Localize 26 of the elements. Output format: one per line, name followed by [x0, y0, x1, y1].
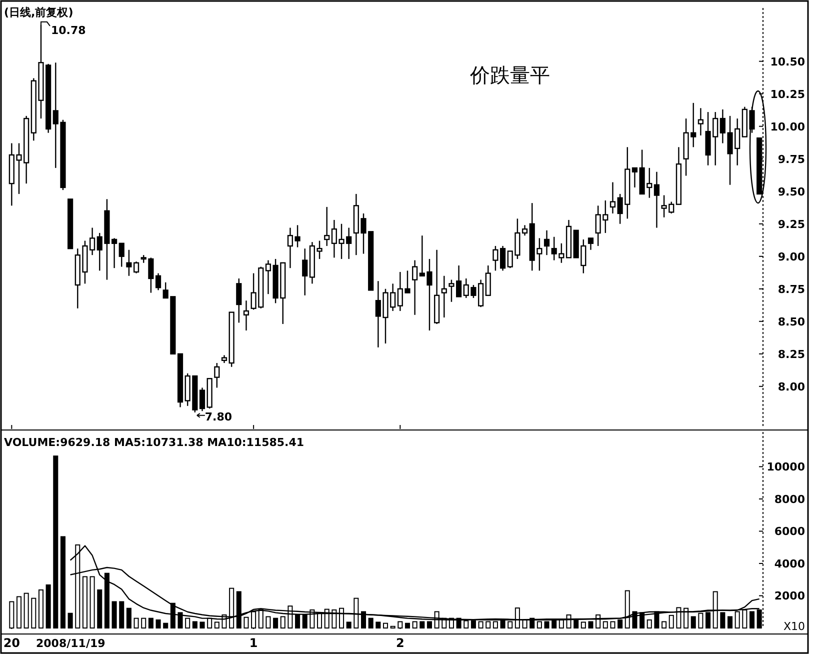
annotation: 7.80 [204, 410, 232, 424]
y-tick-label: 10.50 [770, 55, 806, 68]
text: 2008/11/19 [36, 637, 106, 650]
x-tick-label: 20 [3, 636, 20, 650]
y-tick-label: 8.50 [778, 315, 806, 328]
y-tick-label: 9.25 [778, 218, 805, 231]
chart-title: (日线,前复权) [4, 6, 74, 19]
x-tick-label: 1 [249, 636, 258, 650]
y-tick-label: 2000 [774, 590, 806, 603]
y-tick-label: 9.00 [778, 250, 806, 264]
y-tick-label: 6000 [774, 525, 806, 538]
y-tick-label: 9.50 [778, 185, 806, 198]
x-tick-label: 2 [396, 636, 404, 650]
y-tick-label: 9.75 [778, 152, 805, 166]
y-axis-title: X10 [783, 620, 805, 633]
annotation: 价跌量平 [469, 63, 550, 87]
annotation: 10.78 [50, 24, 86, 37]
y-tick-label: 10.25 [770, 88, 805, 101]
y-tick-label: 8.75 [778, 282, 805, 296]
chart-title: VOLUME:9629.18 MA5:10731.38 MA10:11585.41 [4, 436, 304, 449]
y-tick-label: 8.25 [778, 348, 805, 361]
y-tick-label: 10000 [766, 460, 806, 474]
y-tick-label: 10.00 [770, 120, 806, 134]
y-tick-label: 8000 [774, 492, 806, 506]
y-tick-label: 8.00 [778, 380, 806, 394]
y-tick-label: 4000 [774, 557, 806, 570]
